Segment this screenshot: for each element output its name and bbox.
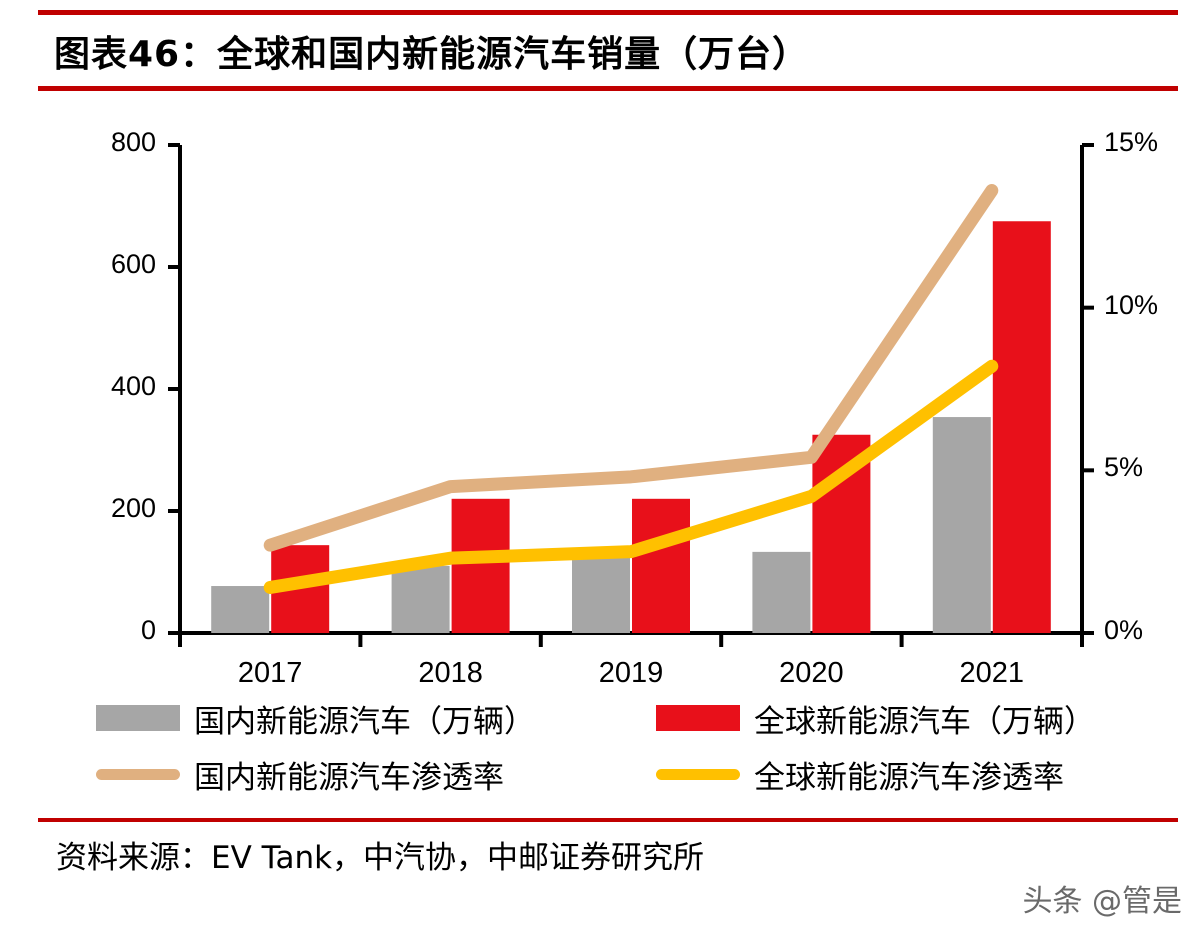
page-title: 图表46：全球和国内新能源汽车销量（万台） (54, 34, 810, 75)
y-axis-left-tick: 400 (110, 371, 156, 401)
y-axis-left-tick: 0 (140, 615, 156, 645)
title-rule-top (38, 10, 1178, 15)
legend-label-domestic-bar: 国内新能源汽车（万辆） (194, 703, 535, 740)
title-rule-bottom (38, 86, 1178, 91)
legend-row-1: 国内新能源汽车（万辆） 全球新能源汽车（万辆） (96, 694, 1176, 742)
legend-item-global-rate[interactable]: 全球新能源汽车渗透率 (656, 750, 1176, 798)
legend-label-global-bar: 全球新能源汽车（万辆） (754, 703, 1095, 740)
x-axis-tick: 2020 (779, 657, 844, 689)
chart-svg (168, 143, 1094, 647)
y-axis-left-tick: 800 (110, 127, 156, 157)
y-axis-left-tick: 600 (110, 249, 156, 279)
x-axis-tick: 2017 (237, 657, 303, 689)
x-axis-tick: 2018 (418, 657, 483, 689)
legend-item-domestic-rate[interactable]: 国内新能源汽车渗透率 (96, 750, 656, 798)
x-axis-tick: 2021 (959, 657, 1025, 689)
x-axis-tick: 2019 (598, 657, 664, 689)
legend-swatch-bar-gray (96, 705, 180, 731)
legend-swatch-line-tan (96, 768, 180, 780)
source-rule (38, 818, 1178, 822)
y-axis-right-tick: 0% (1104, 615, 1144, 645)
watermark: 头条 @管是 (1022, 884, 1182, 919)
legend-swatch-bar-red (656, 705, 740, 731)
legend-label-domestic-rate: 国内新能源汽车渗透率 (194, 759, 504, 796)
y-axis-right-tick: 5% (1104, 452, 1144, 483)
y-axis-right-tick: 10% (1104, 289, 1159, 320)
legend-swatch-line-yellow (656, 768, 740, 780)
legend-label-global-rate: 全球新能源汽车渗透率 (754, 759, 1064, 796)
source-note: 资料来源：EV Tank，中汽协，中邮证券研究所 (56, 840, 705, 876)
legend-item-domestic-bar[interactable]: 国内新能源汽车（万辆） (96, 694, 656, 742)
chart-legend: 国内新能源汽车（万辆） 全球新能源汽车（万辆） 国内新能源汽车渗透率 全球新能源… (96, 694, 1176, 804)
legend-item-global-bar[interactable]: 全球新能源汽车（万辆） (656, 694, 1176, 742)
y-axis-left-tick: 200 (110, 493, 156, 523)
y-axis-right-tick: 15% (1104, 127, 1159, 157)
plot-area: 0 200 400 600 800 0% 5% 10% 15% 2017 2018 2019 202… (0, 110, 1204, 690)
legend-row-2: 国内新能源汽车渗透率 全球新能源汽车渗透率 (96, 750, 1176, 798)
